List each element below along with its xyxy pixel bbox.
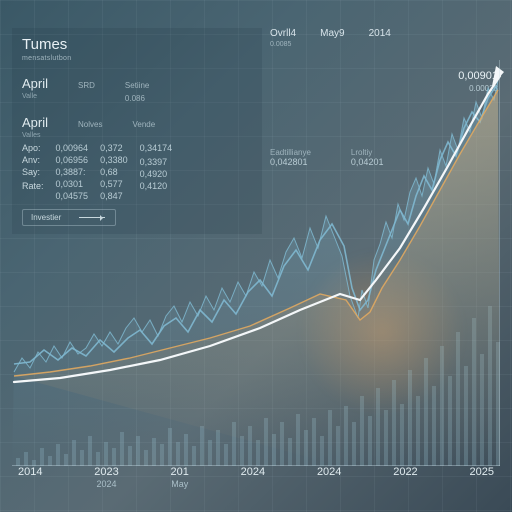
- table-cell: 0,06956: [56, 155, 89, 165]
- panel-section1: April: [22, 76, 48, 91]
- x-tick: 20232024: [94, 466, 118, 489]
- mid-stat: Lroltiy0,04201: [351, 148, 384, 167]
- x-tick-year: 2024: [241, 466, 265, 478]
- x-tick: 2024: [241, 466, 265, 479]
- mid-stat-labels: Eadtillianye0,042801 Lroltiy0,04201: [270, 148, 383, 167]
- table-cell: 0,68: [100, 167, 128, 177]
- mid-stat: Eadtillianye0,042801: [270, 148, 311, 167]
- panel-subtitle: mensatslutbon: [22, 55, 252, 62]
- panel-head-c2: Setiine: [125, 81, 149, 90]
- panel-head-c3: 0.086: [125, 94, 149, 103]
- x-axis: 201420232024201May2024202420222025: [18, 466, 494, 500]
- x-tick: 2024: [317, 466, 341, 479]
- mid-stat-key: Eadtillianye: [270, 148, 311, 157]
- top-band-group: Ovrll4 0.0085: [270, 28, 296, 48]
- arrow-right-icon: [79, 217, 105, 218]
- x-tick-year: 2025: [469, 466, 493, 478]
- top-right-sub: 0.00028: [458, 84, 498, 93]
- table-cell: 0,3397: [140, 157, 173, 167]
- panel-table: Apo: Anv: Say: Rate: 0,00964 0,06956 0,3887: 0…: [22, 143, 252, 201]
- x-tick-year: 2014: [18, 466, 42, 478]
- y-axis-line: [499, 60, 500, 466]
- panel-section2-sub: Valles: [22, 132, 48, 139]
- x-tick: 2022: [393, 466, 417, 479]
- table-cell: 0,0301: [56, 179, 89, 189]
- table-cell: 0,4920: [140, 169, 173, 179]
- table-cell: 0,372: [100, 143, 128, 153]
- table-cell: 0,34174: [140, 143, 173, 153]
- top-band-label: 2014: [369, 28, 391, 39]
- table-cell: 0,4120: [140, 181, 173, 191]
- mid-stat-key: Lroltiy: [351, 148, 384, 157]
- panel-subhead-c2: Vende: [132, 120, 155, 129]
- top-band-label: May9: [320, 28, 344, 39]
- table-row-label: Rate:: [22, 181, 44, 191]
- table-row-label: Apo:: [22, 143, 44, 153]
- mid-stat-val: 0,042801: [270, 157, 308, 167]
- info-panel: Tumes mensatslutbon April Valle SRD Seti…: [12, 28, 262, 234]
- x-tick-year: 2022: [393, 466, 417, 478]
- top-band-sub: 0.0085: [270, 41, 296, 48]
- table-row-label: Anv:: [22, 155, 44, 165]
- top-band-group: 2014: [369, 28, 391, 41]
- table-cell: 0,00964: [56, 143, 89, 153]
- mid-stat-val: 0,04201: [351, 157, 384, 167]
- x-tick: 2025: [469, 466, 493, 479]
- top-right-value: 0,00901 0.00028: [458, 70, 498, 93]
- table-cell: 0,847: [100, 191, 128, 201]
- x-tick-sub: May: [171, 479, 188, 489]
- table-cell: 0,577: [100, 179, 128, 189]
- invest-button[interactable]: Investier: [22, 209, 116, 226]
- table-cell: 0,3380: [100, 155, 128, 165]
- panel-section1-sub: Valle: [22, 93, 48, 100]
- table-cell: 0,3887:: [56, 167, 89, 177]
- table-cell: 0,04575: [56, 191, 89, 201]
- x-tick: 2014: [18, 466, 42, 479]
- invest-button-label: Investier: [31, 213, 61, 222]
- top-date-band: Ovrll4 0.0085 May9 2014: [270, 28, 480, 70]
- x-tick-year: 2023: [94, 466, 118, 478]
- top-right-main: 0,00901: [458, 70, 498, 82]
- panel-section2: April: [22, 115, 48, 130]
- panel-head-c1: SRD: [78, 81, 95, 90]
- x-tick: 201May: [171, 466, 189, 489]
- table-row-label: Say:: [22, 167, 44, 177]
- panel-title: Tumes: [22, 36, 252, 53]
- x-tick-year: 2024: [317, 466, 341, 478]
- top-band-group: May9: [320, 28, 344, 41]
- x-tick-sub: 2024: [96, 479, 116, 489]
- top-band-label: Ovrll4: [270, 28, 296, 39]
- highlight-glow: [292, 242, 472, 422]
- panel-subhead-c1: Nolves: [78, 120, 102, 129]
- x-tick-year: 201: [171, 466, 189, 478]
